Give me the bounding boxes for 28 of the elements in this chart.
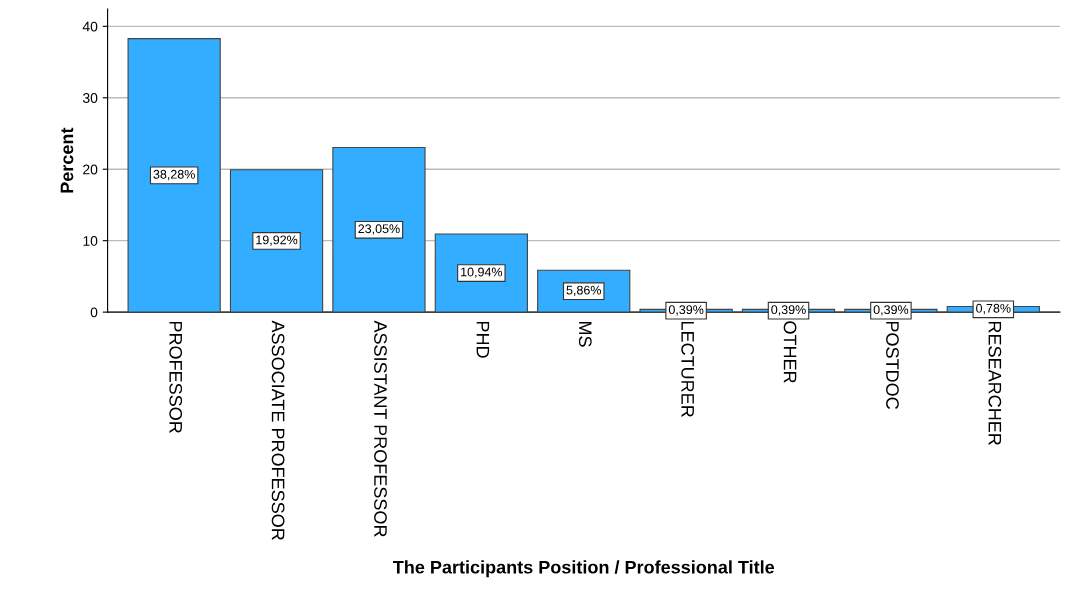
data-label: 5,86% xyxy=(566,285,602,297)
x-axis-title: The Participants Position / Professional Title xyxy=(392,560,775,578)
x-tick-label: MS xyxy=(578,321,592,347)
data-label: 10,94% xyxy=(461,267,503,278)
y-tick-label: 10 xyxy=(83,236,98,246)
x-tick-label: PHD xyxy=(476,321,490,358)
data-label: 38,28% xyxy=(153,169,195,181)
x-tick-label: PROFESSOR xyxy=(169,321,183,433)
data-label: 0,39% xyxy=(873,305,909,316)
y-tick-label: 30 xyxy=(82,93,98,103)
x-tick-label: POSTDOC xyxy=(886,321,899,410)
bar xyxy=(229,169,324,313)
y-axis-title: Percent xyxy=(60,127,74,193)
x-tick-label: RESEARCHER xyxy=(988,321,1002,446)
x-tick-label: ASSOCIATE PROFESSOR xyxy=(271,320,285,541)
x-tick-label: LECTURER xyxy=(681,321,695,417)
data-label: 23,05% xyxy=(358,224,400,235)
data-label: 19,92% xyxy=(256,235,298,246)
bar xyxy=(332,146,426,313)
y-tick-label: 20 xyxy=(83,164,98,175)
y-tick-label: 40 xyxy=(82,21,98,32)
data-label: 0,39% xyxy=(668,305,704,316)
y-tick-label: 0 xyxy=(90,307,98,318)
data-label: 0,39% xyxy=(771,305,806,316)
x-tick-label: OTHER xyxy=(783,321,797,383)
data-label: 0,78% xyxy=(976,303,1011,315)
x-tick-label: ASSISTANT PROFESSOR xyxy=(374,320,387,537)
bar xyxy=(127,38,221,313)
